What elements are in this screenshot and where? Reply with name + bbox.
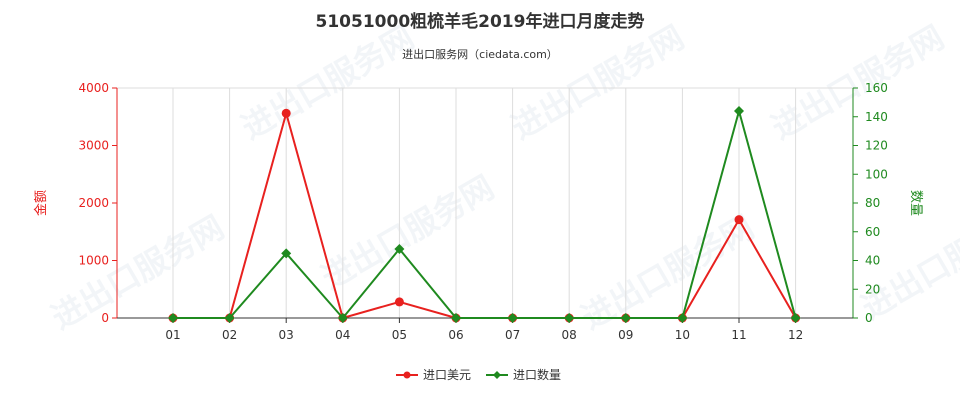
right-tick-label: 20 [865, 282, 880, 296]
data-point [620, 313, 631, 323]
x-tick-label: 05 [392, 328, 407, 342]
data-point [734, 215, 744, 225]
x-tick-label: 03 [279, 328, 294, 342]
right-tick-label: 0 [865, 311, 873, 325]
right-axis-title: 数量 [908, 190, 923, 216]
left-tick-label: 4000 [78, 81, 109, 95]
watermark-text: 进出口服务网 [505, 18, 690, 147]
watermark-text: 进出口服务网 [235, 18, 420, 147]
data-point [224, 313, 235, 323]
x-tick-label: 04 [335, 328, 350, 342]
left-axis-title: 金额 [33, 190, 49, 216]
left-tick-label: 2000 [78, 196, 109, 210]
chart-subtitle: 进出口服务网（ciedata.com） [402, 47, 558, 61]
right-tick-label: 160 [865, 81, 888, 95]
legend-swatch-marker [493, 371, 501, 379]
x-tick-label: 07 [505, 328, 520, 342]
x-tick-label: 09 [618, 328, 633, 342]
data-point [790, 313, 801, 323]
chart-title: 51051000粗梳羊毛2019年进口月度走势 [316, 11, 645, 32]
x-tick-label: 10 [675, 328, 690, 342]
x-tick-label: 08 [562, 328, 577, 342]
x-tick-label: 12 [788, 328, 803, 342]
right-tick-label: 140 [865, 110, 888, 124]
data-point [281, 108, 291, 118]
left-tick-label: 3000 [78, 139, 109, 153]
x-tick-label: 11 [731, 328, 746, 342]
x-tick-label: 02 [222, 328, 237, 342]
right-tick-label: 60 [865, 225, 880, 239]
data-point [734, 106, 744, 116]
left-tick-label: 0 [101, 311, 109, 325]
x-tick-label: 06 [448, 328, 463, 342]
data-point [677, 313, 688, 323]
right-tick-label: 40 [865, 254, 880, 268]
data-point [507, 313, 518, 323]
data-point [451, 313, 461, 323]
right-tick-label: 120 [865, 139, 888, 153]
legend-label: 进口美元 [423, 368, 471, 382]
legend-swatch-marker [403, 371, 411, 379]
data-point [168, 313, 178, 323]
left-tick-label: 1000 [78, 254, 109, 268]
legend: 进口美元 进口数量 [396, 367, 561, 382]
legend-label: 进口数量 [513, 367, 561, 382]
series-line [173, 107, 797, 320]
data-point [394, 244, 405, 254]
x-tick-label: 01 [165, 328, 180, 342]
right-tick-label: 80 [865, 196, 880, 210]
data-point [337, 313, 348, 323]
watermark-text: 进出口服务网 [765, 18, 950, 147]
data-point [564, 313, 575, 323]
series-line [173, 109, 797, 320]
right-tick-label: 100 [865, 167, 888, 181]
series-layer [168, 106, 801, 323]
data-point [281, 248, 292, 259]
data-point [394, 297, 404, 307]
